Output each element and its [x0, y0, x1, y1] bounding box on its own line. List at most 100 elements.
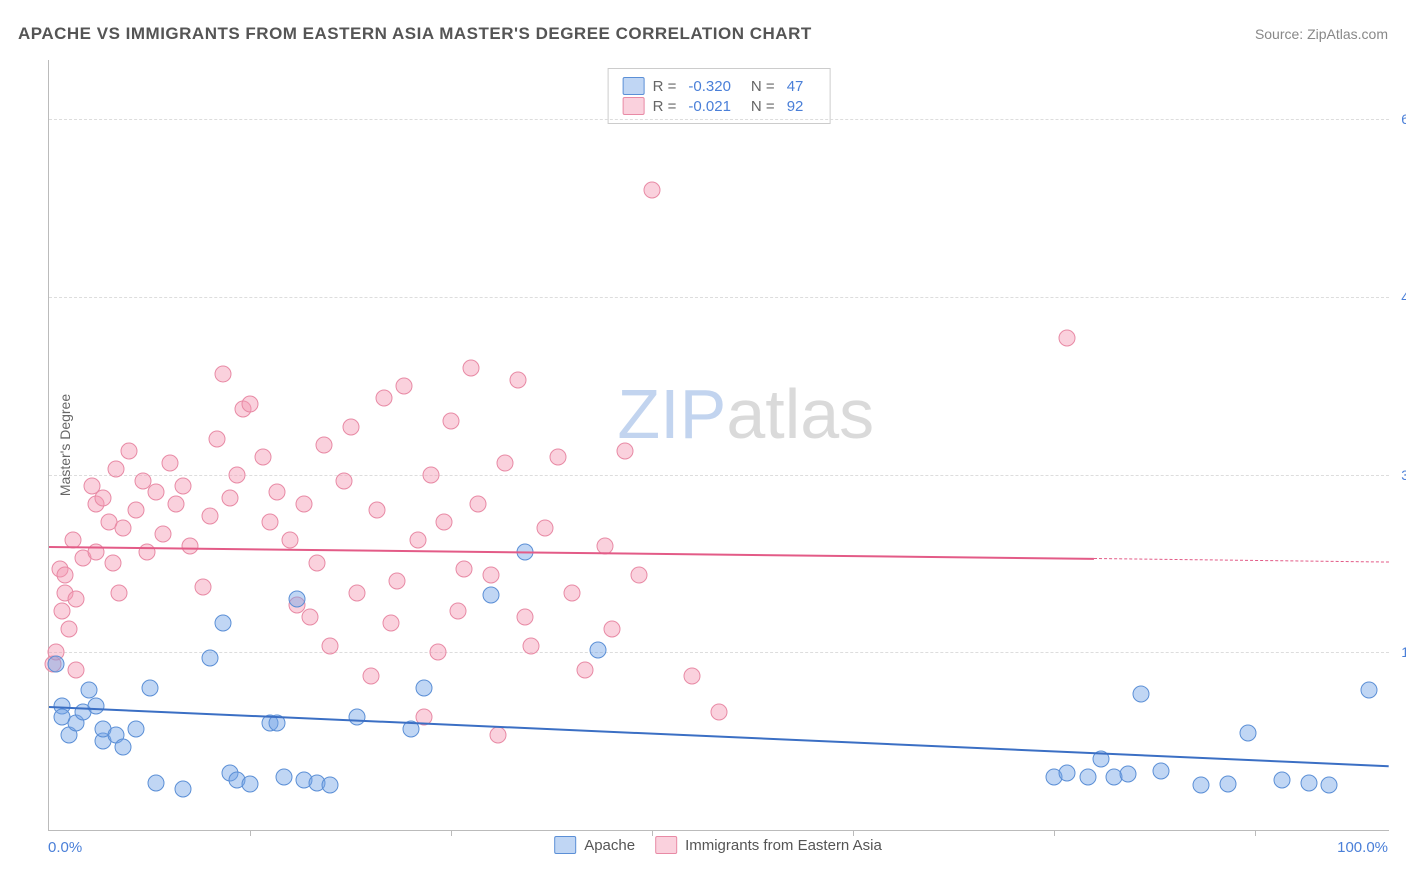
x-tick [1255, 830, 1256, 836]
legend-swatch-apache [623, 77, 645, 95]
scatter-point [510, 371, 527, 388]
scatter-point [322, 638, 339, 655]
scatter-point [121, 442, 138, 459]
scatter-point [449, 602, 466, 619]
y-tick-label: 60.0% [1393, 111, 1406, 127]
watermark: ZIPatlas [617, 374, 874, 454]
legend-swatch-eastern-asia [623, 97, 645, 115]
r-label: R = [653, 98, 677, 115]
scatter-point [429, 644, 446, 661]
gridline [49, 652, 1389, 653]
scatter-point [684, 668, 701, 685]
gridline [49, 119, 1389, 120]
watermark-text-a: ZIP [617, 375, 726, 453]
scatter-point [108, 460, 125, 477]
y-tick-label: 15.0% [1393, 644, 1406, 660]
chart-title: APACHE VS IMMIGRANTS FROM EASTERN ASIA M… [18, 24, 812, 44]
scatter-point [469, 496, 486, 513]
scatter-point [295, 496, 312, 513]
scatter-point [138, 543, 155, 560]
scatter-point [590, 641, 607, 658]
scatter-point [389, 573, 406, 590]
y-tick-label: 45.0% [1393, 289, 1406, 305]
scatter-point [1079, 768, 1096, 785]
scatter-point [128, 721, 145, 738]
scatter-point [195, 579, 212, 596]
scatter-point [536, 519, 553, 536]
x-tick [250, 830, 251, 836]
scatter-point [148, 484, 165, 501]
scatter-point [228, 466, 245, 483]
scatter-point [47, 656, 64, 673]
legend-swatch-eastern-asia [655, 836, 677, 854]
trend-line [49, 546, 1094, 560]
scatter-point [275, 768, 292, 785]
watermark-text-b: atlas [726, 375, 874, 453]
gridline [49, 297, 1389, 298]
scatter-point [409, 531, 426, 548]
scatter-point [161, 454, 178, 471]
scatter-point [282, 531, 299, 548]
scatter-point [54, 602, 71, 619]
scatter-point [114, 739, 131, 756]
scatter-point [87, 697, 104, 714]
scatter-point [617, 442, 634, 459]
scatter-point [208, 431, 225, 448]
scatter-point [302, 608, 319, 625]
scatter-point [1273, 772, 1290, 789]
scatter-point [67, 662, 84, 679]
scatter-point [114, 519, 131, 536]
scatter-point [215, 365, 232, 382]
legend-item-apache: Apache [554, 836, 635, 854]
scatter-point [201, 650, 218, 667]
scatter-point [711, 703, 728, 720]
series-legend: Apache Immigrants from Eastern Asia [554, 836, 882, 854]
scatter-point [262, 514, 279, 531]
scatter-point [181, 537, 198, 554]
scatter-point [422, 466, 439, 483]
scatter-point [255, 448, 272, 465]
scatter-point [577, 662, 594, 679]
scatter-point [175, 478, 192, 495]
scatter-point [644, 182, 661, 199]
scatter-point [369, 502, 386, 519]
scatter-point [128, 502, 145, 519]
n-value-apache: 47 [787, 78, 804, 95]
scatter-point [94, 490, 111, 507]
x-tick [451, 830, 452, 836]
scatter-point [1059, 765, 1076, 782]
scatter-point [1220, 775, 1237, 792]
scatter-point [416, 679, 433, 696]
scatter-point [61, 620, 78, 637]
scatter-point [1133, 685, 1150, 702]
scatter-point [630, 567, 647, 584]
scatter-point [483, 587, 500, 604]
scatter-point [148, 774, 165, 791]
scatter-point [1360, 682, 1377, 699]
scatter-point [175, 780, 192, 797]
scatter-point [349, 585, 366, 602]
scatter-point [349, 709, 366, 726]
scatter-point [105, 555, 122, 572]
scatter-point [141, 679, 158, 696]
chart-area: ZIPatlas R = -0.320 N = 47 R = -0.021 N … [48, 60, 1388, 830]
n-label: N = [751, 78, 775, 95]
scatter-point [483, 567, 500, 584]
x-tick [1054, 830, 1055, 836]
r-value-apache: -0.320 [688, 78, 731, 95]
plot-region: ZIPatlas R = -0.320 N = 47 R = -0.021 N … [48, 60, 1389, 831]
legend-item-eastern-asia: Immigrants from Eastern Asia [655, 836, 882, 854]
scatter-point [1300, 774, 1317, 791]
scatter-point [110, 585, 127, 602]
scatter-point [550, 448, 567, 465]
legend-swatch-apache [554, 836, 576, 854]
y-tick-label: 30.0% [1393, 467, 1406, 483]
scatter-point [362, 668, 379, 685]
legend-label-apache: Apache [584, 837, 635, 854]
scatter-point [456, 561, 473, 578]
scatter-point [242, 395, 259, 412]
scatter-point [322, 776, 339, 793]
trend-line [1094, 558, 1389, 563]
scatter-point [57, 567, 74, 584]
scatter-point [1240, 724, 1257, 741]
